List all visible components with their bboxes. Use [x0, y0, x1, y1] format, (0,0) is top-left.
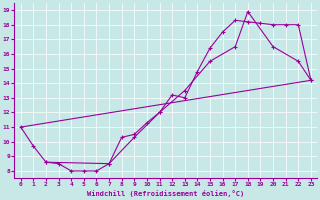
X-axis label: Windchill (Refroidissement éolien,°C): Windchill (Refroidissement éolien,°C)	[87, 190, 244, 197]
